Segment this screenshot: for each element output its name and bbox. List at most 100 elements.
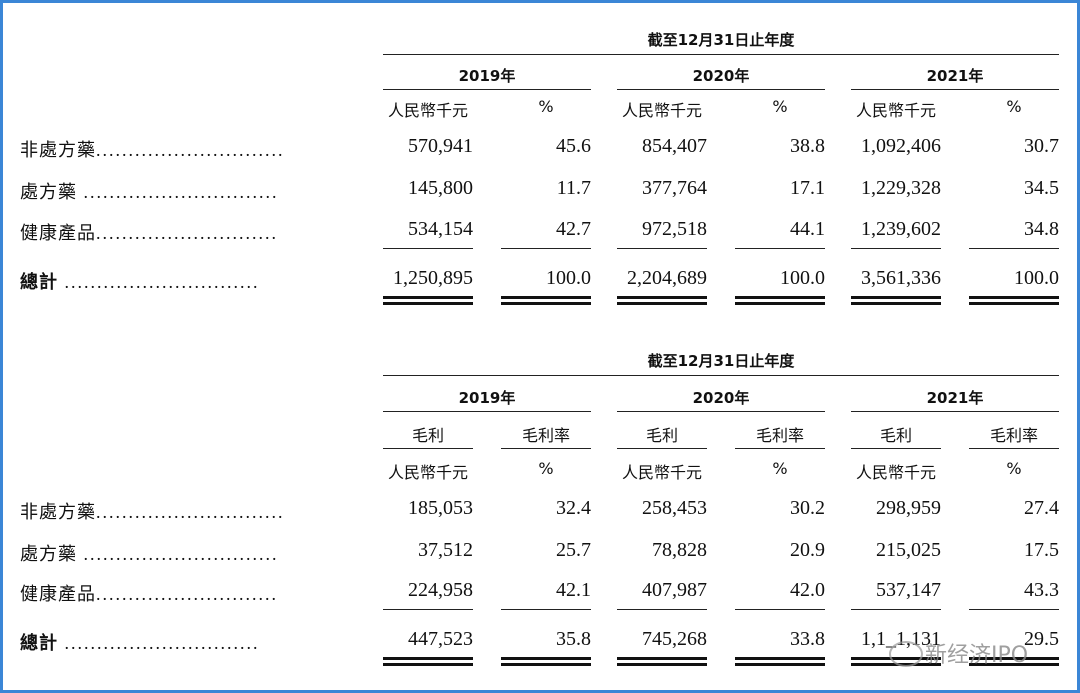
- double-rule: [501, 663, 591, 666]
- table-cell: 224,958: [408, 579, 473, 601]
- table-cell: 30.2: [790, 497, 825, 519]
- period-header: 截至12月31日止年度: [647, 352, 795, 370]
- table-cell: 42.7: [556, 218, 591, 240]
- table-cell: 38.8: [790, 135, 825, 157]
- double-rule: [735, 302, 825, 305]
- table-cell: 1,239,602: [861, 218, 941, 240]
- subtotal-rule: [735, 248, 825, 249]
- row-label: 處方藥 ..............................: [20, 544, 279, 565]
- year-header: 2021年: [926, 67, 984, 85]
- unit-header: 人民幣千元: [621, 101, 702, 120]
- total-cell: 100.0: [780, 267, 825, 289]
- divider: [735, 448, 825, 449]
- row-label: 非處方藥.............................: [20, 140, 285, 161]
- table-cell: 185,053: [408, 497, 473, 519]
- total-cell: 1,1_1,131: [861, 628, 941, 650]
- subtotal-rule: [851, 609, 941, 610]
- table-cell: 44.1: [790, 218, 825, 240]
- table-cell: 407,987: [642, 579, 707, 601]
- subtotal-rule: [383, 248, 473, 249]
- unit-header: %: [538, 459, 554, 478]
- table-cell: 534,154: [408, 218, 473, 240]
- double-rule: [735, 663, 825, 666]
- metric-header: 毛利率: [521, 426, 570, 445]
- total-cell: 1,250,895: [393, 267, 473, 289]
- double-rule: [735, 657, 825, 660]
- double-rule: [617, 663, 707, 666]
- unit-header: %: [772, 97, 788, 116]
- table-cell: 17.5: [1024, 539, 1059, 561]
- double-rule: [617, 302, 707, 305]
- table-cell: 34.8: [1024, 218, 1059, 240]
- table-cell: 30.7: [1024, 135, 1059, 157]
- table-cell: 17.1: [790, 177, 825, 199]
- divider: [383, 411, 591, 412]
- table-cell: 27.4: [1024, 497, 1059, 519]
- year-header: 2019年: [458, 67, 516, 85]
- table-cell: 37,512: [418, 539, 473, 561]
- table-cell: 258,453: [642, 497, 707, 519]
- divider: [501, 448, 591, 449]
- metric-header: 毛利率: [755, 426, 804, 445]
- total-cell: 29.5: [1024, 628, 1059, 650]
- unit-header: %: [1006, 459, 1022, 478]
- year-header: 2020年: [692, 67, 750, 85]
- double-rule: [617, 296, 707, 299]
- wechat-icon: [889, 641, 923, 667]
- table-cell: 34.5: [1024, 177, 1059, 199]
- divider: [383, 89, 591, 90]
- double-rule: [383, 663, 473, 666]
- row-label: 非處方藥.............................: [20, 502, 285, 523]
- total-cell: 35.8: [556, 628, 591, 650]
- table-cell: 43.3: [1024, 579, 1059, 601]
- year-header: 2021年: [926, 389, 984, 407]
- table-cell: 1,092,406: [861, 135, 941, 157]
- double-rule: [969, 657, 1059, 660]
- row-label: 處方藥 ..............................: [20, 182, 279, 203]
- table-cell: 25.7: [556, 539, 591, 561]
- subtotal-rule: [501, 248, 591, 249]
- table-cell: 32.4: [556, 497, 591, 519]
- total-cell: 33.8: [790, 628, 825, 650]
- subtotal-rule: [383, 609, 473, 610]
- unit-header: 人民幣千元: [387, 463, 468, 482]
- double-rule: [383, 657, 473, 660]
- double-rule: [383, 296, 473, 299]
- total-cell: 745,268: [642, 628, 707, 650]
- divider: [617, 448, 707, 449]
- divider: [617, 411, 825, 412]
- total-label: 總計 ..............................: [20, 272, 260, 293]
- total-cell: 100.0: [546, 267, 591, 289]
- double-rule: [501, 296, 591, 299]
- table-cell: 11.7: [556, 177, 591, 199]
- divider: [383, 54, 1059, 55]
- unit-header: 人民幣千元: [855, 463, 936, 482]
- divider: [383, 448, 473, 449]
- divider: [383, 375, 1059, 376]
- double-rule: [735, 296, 825, 299]
- unit-header: 人民幣千元: [621, 463, 702, 482]
- divider: [851, 448, 941, 449]
- row-label: 健康產品............................: [20, 223, 278, 244]
- unit-header: 人民幣千元: [855, 101, 936, 120]
- subtotal-rule: [735, 609, 825, 610]
- watermark-text: 新经济IPO: [925, 643, 1029, 668]
- double-rule: [851, 296, 941, 299]
- divider: [969, 448, 1059, 449]
- table-cell: 972,518: [642, 218, 707, 240]
- table-cell: 570,941: [408, 135, 473, 157]
- double-rule: [969, 302, 1059, 305]
- table-cell: 145,800: [408, 177, 473, 199]
- double-rule: [969, 296, 1059, 299]
- metric-header: 毛利: [645, 426, 678, 445]
- double-rule: [969, 663, 1059, 666]
- year-header: 2019年: [458, 389, 516, 407]
- subtotal-rule: [969, 609, 1059, 610]
- year-header: 2020年: [692, 389, 750, 407]
- row-label: 健康產品............................: [20, 584, 278, 605]
- double-rule: [501, 302, 591, 305]
- unit-header: %: [772, 459, 788, 478]
- table-cell: 215,025: [876, 539, 941, 561]
- table-cell: 1,229,328: [861, 177, 941, 199]
